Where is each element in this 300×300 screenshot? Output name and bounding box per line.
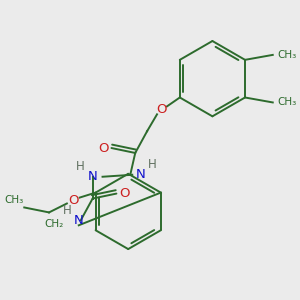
Text: CH₂: CH₂ bbox=[44, 219, 64, 229]
Text: N: N bbox=[74, 214, 84, 227]
Text: CH₃: CH₃ bbox=[277, 50, 296, 60]
Text: H: H bbox=[76, 160, 85, 173]
Text: N: N bbox=[135, 168, 145, 181]
Text: CH₃: CH₃ bbox=[277, 98, 296, 107]
Text: N: N bbox=[88, 170, 98, 183]
Text: O: O bbox=[98, 142, 109, 154]
Text: H: H bbox=[148, 158, 156, 171]
Text: CH₃: CH₃ bbox=[5, 194, 24, 205]
Text: O: O bbox=[119, 187, 130, 200]
Text: O: O bbox=[157, 103, 167, 116]
Text: O: O bbox=[69, 194, 79, 207]
Text: H: H bbox=[62, 204, 71, 217]
